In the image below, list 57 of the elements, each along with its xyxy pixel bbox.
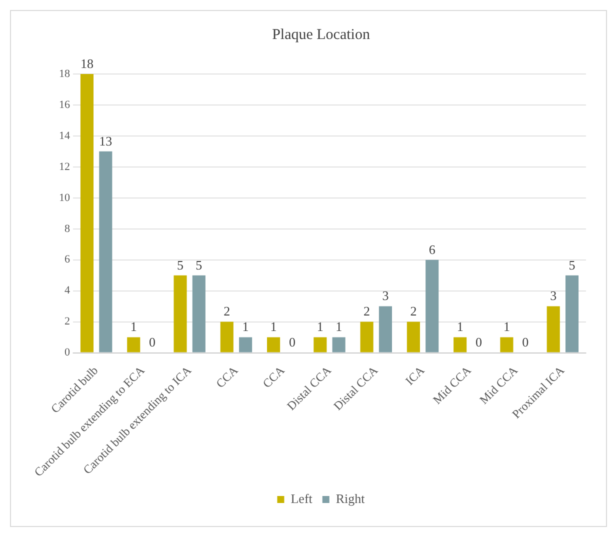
data-label: 0 — [475, 334, 482, 350]
chart-title: Plaque Location — [272, 26, 370, 43]
x-tick-label: CCA — [213, 363, 241, 391]
data-label: 1 — [336, 319, 342, 334]
data-label: 0 — [522, 334, 529, 350]
bar — [174, 275, 187, 352]
data-label: 5 — [568, 257, 576, 272]
y-tick-label: 14 — [59, 130, 70, 142]
data-label: 1 — [316, 319, 324, 334]
x-tick-label: Mid CCA — [430, 363, 474, 407]
legend-label: Right — [336, 490, 366, 506]
bar — [332, 337, 346, 352]
y-tick-label: 12 — [59, 160, 70, 173]
bar — [314, 337, 327, 352]
bar — [127, 337, 140, 352]
bar — [267, 337, 280, 352]
data-label: 0 — [288, 334, 296, 350]
bar — [360, 322, 374, 352]
legend-label: Left — [290, 490, 313, 506]
data-label: 3 — [550, 288, 557, 304]
data-label: 3 — [382, 288, 389, 304]
y-tick-label: 6 — [64, 254, 70, 266]
bar — [546, 306, 560, 352]
y-tick-label: 0 — [64, 346, 70, 359]
bar — [565, 275, 579, 352]
bar — [80, 74, 94, 352]
data-label: 2 — [224, 304, 230, 319]
data-label: 2 — [364, 304, 370, 319]
data-label: 1 — [242, 319, 249, 334]
y-tick-label: 8 — [64, 222, 70, 235]
data-label: 5 — [177, 257, 184, 272]
data-label: 13 — [99, 133, 112, 148]
data-label: 1 — [456, 319, 464, 334]
data-label: 0 — [149, 334, 156, 350]
data-label: 1 — [130, 319, 137, 334]
data-label: 1 — [503, 319, 510, 334]
bar — [220, 322, 234, 352]
data-label: 18 — [80, 56, 94, 71]
bar — [426, 260, 439, 352]
bar — [99, 151, 112, 352]
bar — [239, 337, 252, 352]
data-label: 6 — [428, 242, 436, 257]
y-tick-label: 2 — [64, 316, 70, 328]
data-label: 5 — [196, 257, 202, 272]
y-tick-label: 16 — [59, 98, 70, 111]
x-tick-label: ICA — [402, 363, 428, 388]
bar — [192, 275, 206, 352]
y-tick-label: 10 — [59, 192, 70, 204]
bar — [406, 322, 420, 352]
bar — [500, 337, 514, 352]
data-label: 2 — [410, 304, 417, 319]
data-label: 1 — [270, 319, 277, 334]
x-tick-label: CCA — [260, 363, 288, 391]
bar — [378, 306, 392, 352]
bar — [454, 337, 467, 352]
y-tick-label: 18 — [59, 68, 70, 80]
y-tick-label: 4 — [64, 284, 70, 297]
